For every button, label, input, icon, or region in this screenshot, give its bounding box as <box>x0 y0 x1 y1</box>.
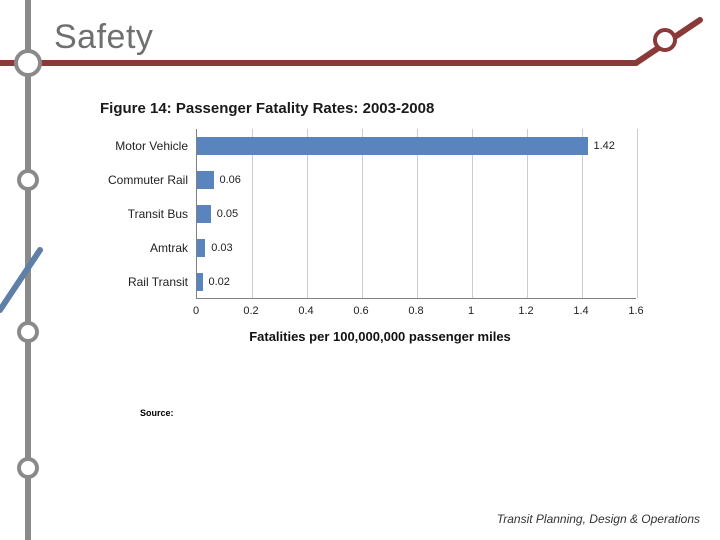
bar-value-label: 0.06 <box>220 174 241 186</box>
gridline <box>637 129 638 298</box>
chart-title: Figure 14: Passenger Fatality Rates: 200… <box>100 100 670 117</box>
bar-value-label: 1.42 <box>594 140 615 152</box>
x-tick-label: 1.6 <box>628 305 643 317</box>
page-title: Safety <box>54 18 153 57</box>
x-tick-label: 1 <box>468 305 474 317</box>
x-tick-label: 0.2 <box>243 305 258 317</box>
bar <box>197 273 203 291</box>
bar-value-label: 0.02 <box>209 276 230 288</box>
bar-value-label: 0.05 <box>217 208 238 220</box>
y-axis-labels: Motor Vehicle Commuter Rail Transit Bus Amt… <box>100 129 188 299</box>
slide: Safety Figure 14: Passenger Fatality Rat… <box>0 0 720 540</box>
x-tick-label: 0.4 <box>298 305 313 317</box>
y-tick-label: Rail Transit <box>128 275 188 289</box>
bar <box>197 171 214 189</box>
x-tick-label: 1.2 <box>518 305 533 317</box>
chart-area: Motor Vehicle Commuter Rail Transit Bus Amt… <box>100 129 660 339</box>
bar <box>197 239 205 257</box>
y-tick-label: Motor Vehicle <box>115 139 188 153</box>
x-tick-label: 0 <box>193 305 199 317</box>
bar <box>197 205 211 223</box>
chart-container: Figure 14: Passenger Fatality Rates: 200… <box>100 100 670 339</box>
plot-area: 1.42 0.06 0.05 0.03 0.02 <box>196 129 636 299</box>
footer-text: Transit Planning, Design & Operations <box>497 512 700 526</box>
source-label: Source: <box>140 408 174 418</box>
x-tick-label: 0.6 <box>353 305 368 317</box>
bar-value-label: 0.03 <box>211 242 232 254</box>
x-axis-title: Fatalities per 100,000,000 passenger mil… <box>100 329 660 344</box>
bar <box>197 137 588 155</box>
x-axis-ticks: 00.20.40.60.811.21.41.6 <box>196 305 636 321</box>
x-tick-label: 0.8 <box>408 305 423 317</box>
x-tick-label: 1.4 <box>573 305 588 317</box>
y-tick-label: Amtrak <box>150 241 188 255</box>
y-tick-label: Transit Bus <box>128 207 188 221</box>
y-tick-label: Commuter Rail <box>108 173 188 187</box>
